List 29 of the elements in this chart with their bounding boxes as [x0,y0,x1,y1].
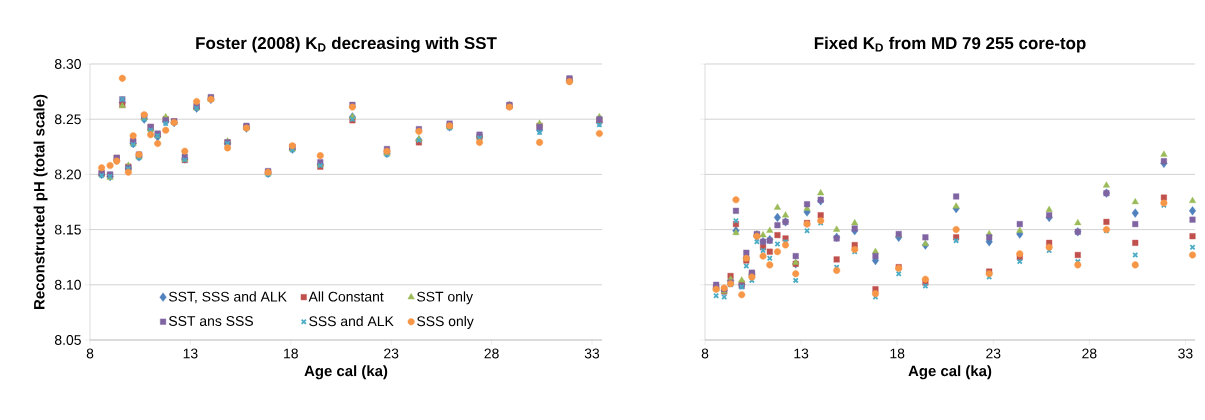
chart-title: Foster (2008) K$_{D}$ decreasing with SST [196,36,497,53]
y-tick-label: 8.05 [54,335,81,345]
x-tick-label: 28 [1082,348,1097,359]
y-tick-label: 8.15 [54,224,81,235]
legend-label: SST only [417,291,473,305]
y-tick-label: 8.25 [54,114,81,125]
legend-label: SST ans SSS [168,316,253,326]
x-axis-title: Age cal (ka) [908,365,992,380]
legend-label: SST, SSS and ALK [168,291,287,304]
x-tick-label: 13 [794,348,809,359]
legend-label: All Constant [308,291,384,302]
y-tick-label: 8.30 [54,59,81,69]
legend-label: SSS and ALK [309,315,394,327]
x-tick-label: 33 [584,348,600,359]
y-tick-label: 8.20 [54,169,81,180]
x-tick-label: 28 [484,348,499,359]
x-tick-label: 13 [183,348,198,359]
x-tick-label: 18 [284,348,298,359]
x-tick-label: 23 [986,348,1001,359]
x-tick-label: 33 [1178,348,1193,359]
x-tick-label: 8 [86,348,94,359]
x-tick-label: 23 [384,348,399,359]
chart-title: Fixed K$_{D}$ from MD 79 255 core-top [814,36,1086,53]
x-axis-title: Age cal (ka) [304,365,388,380]
y-tick-label: 8.10 [54,279,81,290]
y-axis-title: Reconstructed pH (total scale) [33,94,48,309]
x-tick-label: 8 [701,348,709,359]
x-tick-label: 18 [890,348,905,359]
legend-label: SSS only [417,315,474,329]
